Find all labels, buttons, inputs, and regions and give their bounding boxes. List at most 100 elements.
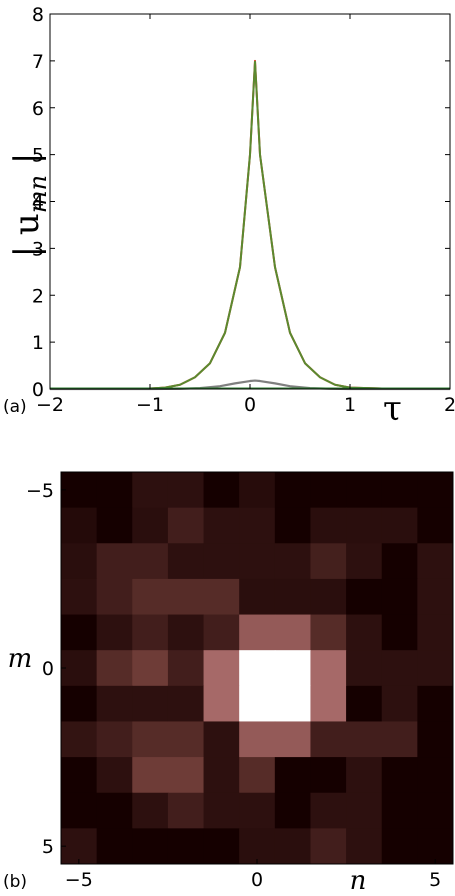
heatmap-cell (203, 757, 240, 794)
heatmap-cell (132, 543, 169, 580)
heatmap-cell (381, 685, 418, 722)
heatmap-cell (346, 650, 383, 687)
heatmap-cell (239, 614, 276, 651)
heatmap-cell (167, 543, 205, 580)
heatmap-cell (310, 721, 347, 758)
panel-b-xlabel: n (350, 866, 367, 896)
heatmap-cell (167, 578, 205, 616)
heatmap-cell (417, 792, 454, 829)
heatmap-cell (239, 543, 276, 580)
heatmap-cell (203, 685, 240, 722)
heatmap-cell (203, 650, 240, 687)
panel-b-label: (b) (3, 872, 27, 892)
heatmap-cell (381, 614, 418, 651)
heatmap-cell (381, 543, 418, 580)
panel-a-ytick-label: 2 (32, 285, 44, 307)
panel-a-ytick-label: 6 (32, 98, 44, 120)
heatmap-cell (274, 507, 311, 544)
heatmap-cell (203, 543, 240, 580)
heatmap-cell (239, 757, 276, 794)
heatmap-cell (167, 614, 205, 651)
heatmap-cell (61, 543, 98, 580)
heatmap-cell (417, 685, 454, 722)
heatmap-cell (203, 614, 240, 651)
heatmap-cell (346, 685, 383, 722)
heatmap-cell (310, 578, 347, 616)
panel-a-xtick-label: −2 (36, 394, 64, 416)
panel-a-ticks: −2 −1 0 1 2 0 1 2 3 4 5 6 7 8 (32, 4, 455, 416)
panel-b-xtick-label: 0 (251, 869, 263, 891)
panel-a-ylabel-suffix: | (7, 153, 47, 175)
heatmap-cell (381, 578, 418, 616)
heatmap-cell (96, 507, 133, 544)
heatmap-cell (417, 507, 454, 544)
panel-a-ytick-label: 3 (32, 238, 44, 260)
heatmap-cell (239, 472, 276, 509)
heatmap-cell (61, 614, 98, 651)
heatmap-cell (203, 828, 240, 865)
heatmap-cell (61, 757, 98, 794)
heatmap-cell (203, 578, 240, 616)
panel-a-ytick-label: 5 (32, 145, 44, 167)
heatmap-cell (310, 792, 347, 829)
heatmap-cell (274, 578, 311, 616)
heatmap-cell (381, 472, 418, 509)
plot-a-background (50, 14, 450, 389)
heatmap-cell (61, 685, 98, 722)
heatmap-cell (346, 721, 383, 758)
panel-a-ytick-label: 0 (32, 379, 44, 401)
heatmap-cell (61, 650, 98, 687)
panel-b-cells (61, 472, 454, 865)
panel-b-ytick-label: −5 (26, 480, 54, 502)
heatmap-cell (417, 757, 454, 794)
panel-b-ytick-label: 5 (42, 836, 54, 858)
panel-a-series-2-line (50, 60, 450, 390)
heatmap-cell (239, 507, 276, 544)
heatmap-cell (61, 792, 98, 829)
panel-b-heatmap: −5 0 5 −5 0 5 (b) n m (3, 471, 454, 896)
heatmap-cell (96, 472, 133, 509)
heatmap-cell (274, 472, 311, 509)
heatmap-cell (381, 650, 418, 687)
panel-a-label: (a) (3, 397, 27, 417)
heatmap-cell (346, 578, 383, 616)
heatmap-cell (61, 721, 98, 758)
heatmap-cell (381, 828, 418, 865)
panel-a-xtick-label: −1 (136, 394, 164, 416)
heatmap-cell (417, 472, 454, 509)
heatmap-cell (239, 578, 276, 616)
heatmap-cell (310, 472, 347, 509)
heatmap-cell (96, 543, 133, 580)
panel-a-ytick-label: 7 (32, 51, 44, 73)
heatmap-cell (96, 650, 133, 687)
heatmap-cell (239, 650, 276, 687)
heatmap-cell (132, 792, 169, 829)
heatmap-cell (203, 507, 240, 544)
heatmap-cell (417, 828, 454, 865)
heatmap-cell (239, 685, 276, 722)
heatmap-cell (132, 650, 169, 687)
heatmap-cell (310, 757, 347, 794)
panel-a-ytick-label: 4 (32, 192, 44, 214)
heatmap-cell (61, 472, 98, 509)
heatmap-cell (96, 757, 133, 794)
heatmap-cell (346, 543, 383, 580)
heatmap-cell (167, 721, 205, 758)
heatmap-cell (274, 757, 311, 794)
heatmap-cell (417, 578, 454, 616)
panel-a-ylabel: | umn | (7, 153, 52, 258)
heatmap-cell (346, 757, 383, 794)
heatmap-cell (132, 721, 169, 758)
panel-b-ylabel: m (8, 644, 33, 674)
heatmap-cell (96, 685, 133, 722)
heatmap-cell (167, 828, 205, 865)
heatmap-cell (346, 828, 383, 865)
heatmap-cell (381, 721, 418, 758)
panel-a-line-chart: −2 −1 0 1 2 0 1 2 3 4 5 6 7 8 (a) τ | umn | (3, 4, 455, 429)
panel-b-ticks: −5 0 5 −5 0 5 (26, 480, 441, 891)
heatmap-cell (310, 543, 347, 580)
heatmap-cell (203, 472, 240, 509)
heatmap-cell (132, 757, 169, 794)
heatmap-cell (310, 828, 347, 865)
heatmap-cell (274, 543, 311, 580)
